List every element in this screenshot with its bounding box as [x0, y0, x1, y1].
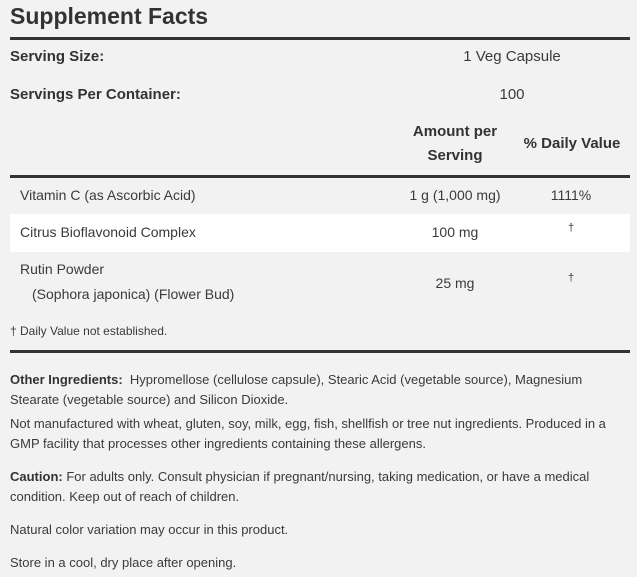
serving-size-value: 1 Veg Capsule — [463, 48, 561, 65]
servings-per-container-label: Servings Per Container: — [10, 86, 181, 103]
nutrient-dv: † — [567, 222, 575, 234]
nutrient-name: Rutin Powder — [20, 261, 105, 277]
table-row: Citrus Bioflavonoid Complex 100 mg † — [10, 214, 630, 252]
caution-label: Caution: — [10, 469, 63, 484]
other-ingredients-text: Hypromellose (cellulose capsule), Steari… — [10, 372, 583, 407]
other-ingredients: Other Ingredients: Hypromellose (cellulo… — [10, 370, 630, 410]
allergen-statement: Not manufactured with wheat, gluten, soy… — [10, 416, 606, 451]
daily-value-header: % Daily Value — [523, 135, 621, 152]
nutrient-amount: 100 mg — [431, 224, 479, 240]
table-row: Vitamin C (as Ascorbic Acid) 1 g (1,000 … — [10, 178, 630, 214]
storage-note: Store in a cool, dry place after opening… — [10, 555, 237, 570]
header-divider — [10, 175, 630, 178]
footer-divider — [10, 350, 630, 353]
caution: Caution: For adults only. Consult physic… — [10, 467, 630, 507]
table-row: Rutin Powder (Sophora japonica) (Flower … — [10, 252, 630, 306]
amount-per-serving-header: Amount per Serving — [412, 123, 498, 164]
nutrient-name: Vitamin C (as Ascorbic Acid) — [20, 187, 196, 203]
nutrient-source: (Sophora japonica) (Flower Bud) — [32, 286, 235, 302]
serving-size-label: Serving Size: — [10, 48, 105, 65]
color-variation-note: Natural color variation may occur in thi… — [10, 522, 289, 537]
nutrient-amount: 1 g (1,000 mg) — [409, 187, 501, 203]
nutrient-amount: 25 mg — [435, 275, 475, 291]
nutrient-name: Citrus Bioflavonoid Complex — [20, 224, 196, 240]
page-title: Supplement Facts — [10, 3, 209, 29]
footnote: † Daily Value not established. — [10, 324, 168, 338]
caution-text: For adults only. Consult physician if pr… — [10, 469, 590, 504]
nutrient-dv: † — [567, 272, 575, 284]
servings-per-container-value: 100 — [499, 86, 525, 103]
title-divider — [10, 37, 630, 40]
nutrient-dv: 1111% — [550, 187, 592, 203]
other-ingredients-label: Other Ingredients: — [10, 372, 123, 387]
